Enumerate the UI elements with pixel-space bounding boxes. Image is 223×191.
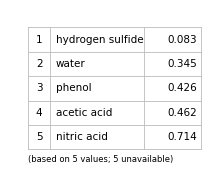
Text: 3: 3 bbox=[36, 83, 42, 93]
Text: nitric acid: nitric acid bbox=[56, 132, 107, 142]
Text: 5: 5 bbox=[36, 132, 42, 142]
Text: (based on 5 values; 5 unavailable): (based on 5 values; 5 unavailable) bbox=[28, 155, 173, 164]
Text: 0.083: 0.083 bbox=[168, 35, 197, 45]
Text: 2: 2 bbox=[36, 59, 42, 69]
Text: water: water bbox=[56, 59, 85, 69]
Text: 0.462: 0.462 bbox=[167, 108, 197, 118]
Text: acetic acid: acetic acid bbox=[56, 108, 112, 118]
Text: hydrogen sulfide: hydrogen sulfide bbox=[56, 35, 143, 45]
Text: 1: 1 bbox=[36, 35, 42, 45]
Text: 4: 4 bbox=[36, 108, 42, 118]
Text: 0.426: 0.426 bbox=[167, 83, 197, 93]
Text: 0.345: 0.345 bbox=[167, 59, 197, 69]
Text: 0.714: 0.714 bbox=[167, 132, 197, 142]
Text: phenol: phenol bbox=[56, 83, 91, 93]
